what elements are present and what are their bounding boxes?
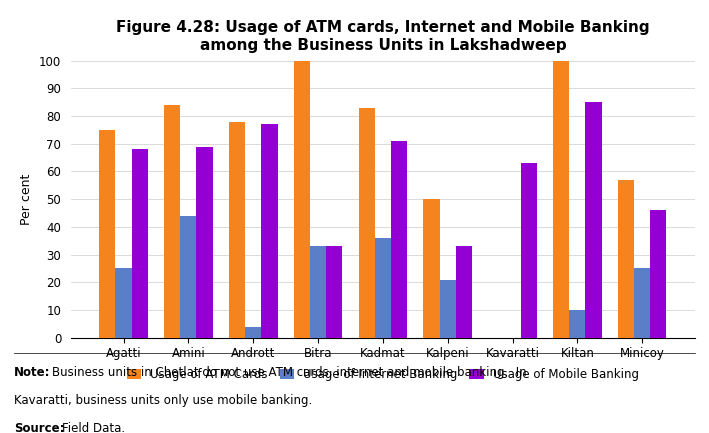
Bar — [586, 102, 602, 338]
Bar — [456, 246, 472, 338]
Bar — [180, 216, 196, 338]
Bar — [553, 61, 569, 338]
Bar — [520, 163, 537, 338]
Bar — [229, 122, 245, 338]
Bar — [650, 210, 666, 338]
Text: Source:: Source: — [14, 422, 65, 433]
Bar — [262, 124, 277, 338]
Bar — [132, 149, 148, 338]
Text: Field Data.: Field Data. — [62, 422, 125, 433]
Legend: Usage of ATM Cards, Usage of Internet Banking, Usage of Mobile Banking: Usage of ATM Cards, Usage of Internet Ba… — [122, 363, 644, 386]
Bar — [164, 105, 180, 338]
Bar — [116, 268, 132, 338]
Bar — [634, 268, 650, 338]
Bar — [326, 246, 342, 338]
Title: Figure 4.28: Usage of ATM cards, Internet and Mobile Banking
among the Business : Figure 4.28: Usage of ATM cards, Interne… — [116, 20, 649, 52]
Bar — [359, 108, 375, 338]
Bar — [423, 199, 440, 338]
Y-axis label: Per cent: Per cent — [21, 174, 33, 225]
Text: Business units in Chetlat do not use ATM cards, internet and mobile banking.  In: Business units in Chetlat do not use ATM… — [52, 366, 526, 379]
Bar — [310, 246, 326, 338]
Text: Note:: Note: — [14, 366, 50, 379]
Bar — [99, 130, 116, 338]
Text: Kavaratti, business units only use mobile banking.: Kavaratti, business units only use mobil… — [14, 394, 313, 407]
Bar — [294, 61, 310, 338]
Bar — [245, 326, 262, 338]
Bar — [440, 280, 456, 338]
Bar — [391, 141, 407, 338]
Bar — [375, 238, 391, 338]
Bar — [196, 146, 213, 338]
Bar — [618, 180, 634, 338]
Bar — [569, 310, 586, 338]
